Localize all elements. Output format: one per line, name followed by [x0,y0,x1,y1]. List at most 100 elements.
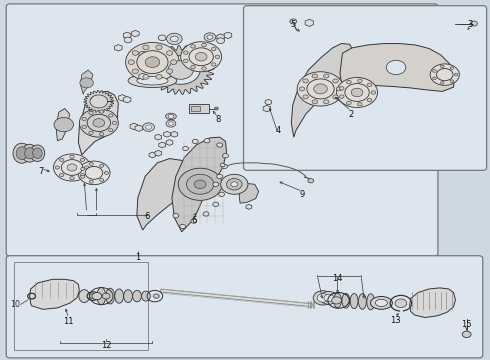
Circle shape [204,139,210,143]
Circle shape [332,297,342,304]
Polygon shape [84,90,114,112]
Ellipse shape [367,294,374,310]
Circle shape [220,163,225,167]
Ellipse shape [142,291,150,301]
Circle shape [299,87,305,91]
Circle shape [183,51,188,54]
Polygon shape [246,204,252,209]
Ellipse shape [359,294,367,309]
Circle shape [70,155,74,158]
Circle shape [320,292,338,304]
Circle shape [85,166,103,179]
Polygon shape [135,125,143,131]
Circle shape [89,131,93,134]
Circle shape [143,123,154,131]
Circle shape [99,132,104,136]
Circle shape [80,158,85,162]
Polygon shape [224,32,232,39]
Circle shape [173,213,179,218]
Circle shape [191,66,196,69]
Circle shape [371,91,376,94]
Polygon shape [239,184,259,203]
Circle shape [202,43,206,47]
Ellipse shape [350,293,358,309]
Circle shape [168,61,194,79]
Ellipse shape [97,288,106,305]
Circle shape [193,139,198,144]
Circle shape [213,202,219,206]
Circle shape [462,331,471,338]
Polygon shape [171,131,178,137]
Circle shape [128,60,134,64]
Circle shape [333,95,338,99]
Ellipse shape [33,148,42,158]
Ellipse shape [166,113,176,120]
Circle shape [99,164,104,167]
Circle shape [395,299,407,307]
Circle shape [386,60,406,75]
Text: 12: 12 [101,341,111,350]
Circle shape [82,117,86,121]
Circle shape [53,154,91,181]
Circle shape [99,110,104,113]
Circle shape [187,174,214,194]
Circle shape [346,80,351,84]
Circle shape [220,174,248,194]
Text: 15: 15 [462,320,472,329]
Circle shape [346,101,351,104]
Circle shape [181,42,221,72]
Circle shape [324,294,334,301]
Polygon shape [144,66,151,72]
Circle shape [297,72,344,106]
Text: 14: 14 [332,274,343,283]
Circle shape [78,161,110,185]
Text: 11: 11 [63,316,74,325]
Polygon shape [263,105,270,112]
Polygon shape [130,123,138,130]
Circle shape [214,107,218,110]
Polygon shape [80,70,93,94]
Polygon shape [139,73,147,80]
Text: 10: 10 [10,300,20,309]
Circle shape [340,95,344,98]
Circle shape [183,147,189,151]
Circle shape [171,60,177,64]
Circle shape [351,88,363,97]
Bar [189,104,209,113]
Circle shape [221,164,227,168]
Circle shape [180,224,186,229]
Circle shape [226,179,242,190]
Circle shape [132,51,138,55]
Ellipse shape [79,290,90,302]
FancyBboxPatch shape [6,256,483,358]
Circle shape [217,174,222,179]
Polygon shape [147,45,214,94]
Circle shape [99,179,104,181]
Circle shape [109,129,113,132]
Circle shape [433,77,436,80]
Polygon shape [159,142,166,148]
Circle shape [367,99,372,102]
Polygon shape [155,134,162,140]
Circle shape [183,59,188,63]
Circle shape [265,100,272,105]
FancyBboxPatch shape [6,4,438,256]
Circle shape [59,174,64,177]
Polygon shape [119,95,126,101]
Circle shape [166,120,176,127]
Ellipse shape [375,299,388,306]
Text: 8: 8 [216,116,221,125]
Polygon shape [123,32,131,39]
Circle shape [217,143,222,147]
Circle shape [171,36,178,42]
Circle shape [137,51,168,73]
Circle shape [79,109,118,137]
Circle shape [92,293,102,300]
Polygon shape [291,44,353,137]
Polygon shape [172,137,226,232]
Circle shape [231,182,238,187]
Polygon shape [115,45,122,51]
Text: 6: 6 [145,212,150,221]
Circle shape [54,117,74,132]
Text: 1: 1 [135,253,141,262]
